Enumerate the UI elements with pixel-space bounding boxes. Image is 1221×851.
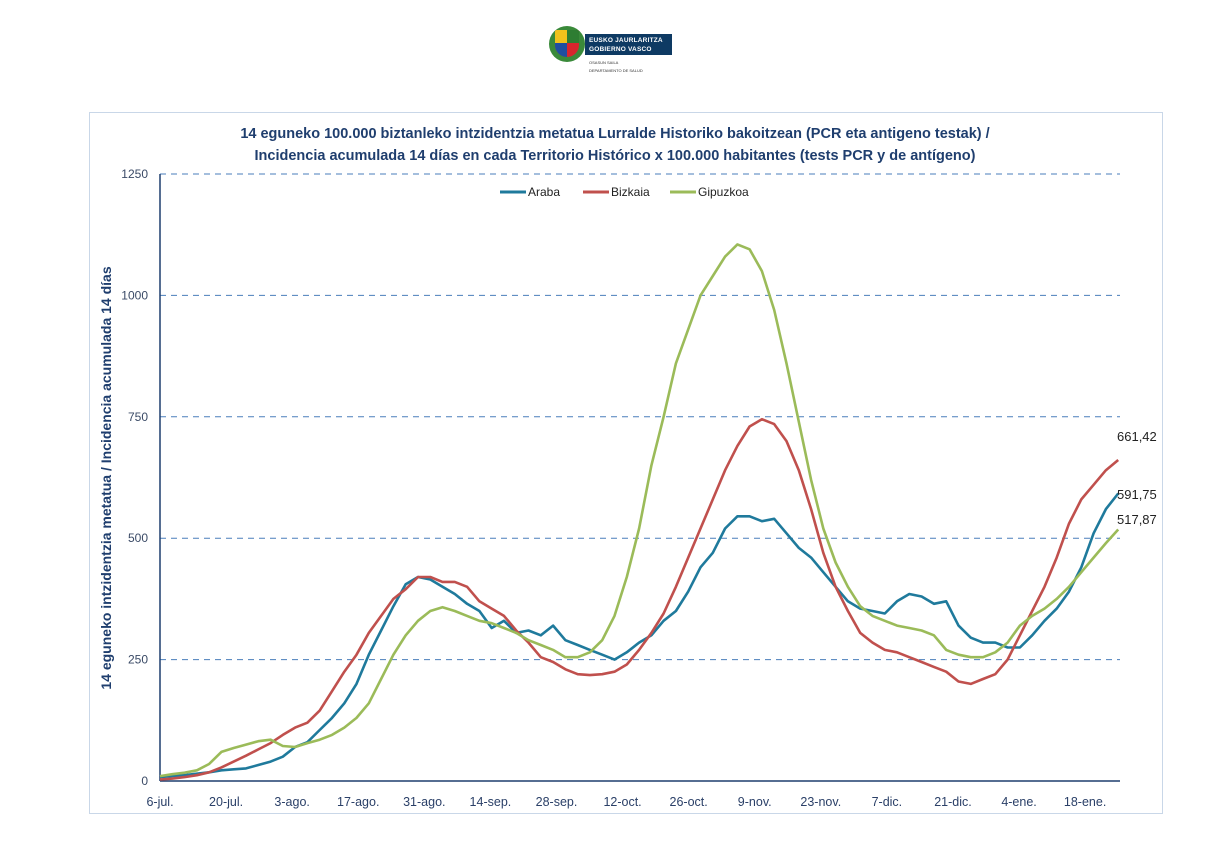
legend-label-araba: Araba xyxy=(528,185,560,199)
chart-title-spanish: Incidencia acumulada 14 días en cada Ter… xyxy=(254,148,976,164)
legend-label-bizkaia: Bizkaia xyxy=(611,185,650,199)
end-labels: 591,75 661,42 517,87 xyxy=(1117,429,1157,527)
logo-dept-spanish: DEPARTAMENTO DE SALUD xyxy=(589,68,643,73)
y-tick-label: 500 xyxy=(128,531,148,545)
x-tick-labels: 6-jul. 20-jul. 3-ago. 17-ago. 31-ago. 14-sep.… xyxy=(146,795,1106,809)
x-tick-label: 23-nov. xyxy=(800,795,841,809)
logo-line1: EUSKO JAURLARITZA xyxy=(589,37,663,44)
x-tick-label: 17-ago. xyxy=(337,795,379,809)
chart-title-basque: 14 eguneko 100.000 biztanleko intzidentz… xyxy=(240,126,990,142)
x-tick-label: 6-jul. xyxy=(146,795,173,809)
x-tick-label: 31-ago. xyxy=(403,795,445,809)
gridlines xyxy=(160,173,1120,661)
x-tick-label: 7-dic. xyxy=(872,795,903,809)
series-line-araba xyxy=(159,492,1120,779)
y-axis-title: 14 eguneko intzidentzia metatua / Incide… xyxy=(98,266,114,689)
x-tick-label: 4-ene. xyxy=(1001,795,1036,809)
gobierno-vasco-logo: EUSKO JAURLARITZA GOBIERNO VASCO OSASUN … xyxy=(549,26,679,96)
x-tick-label: 28-sep. xyxy=(536,795,578,809)
logo-dept-basque: OSASUN SAILA xyxy=(589,60,619,65)
legend-label-gipuzkoa: Gipuzkoa xyxy=(698,185,749,199)
x-tick-label: 18-ene. xyxy=(1064,795,1106,809)
chart-frame xyxy=(89,112,1163,814)
end-label-araba: 591,75 xyxy=(1117,487,1157,502)
chart-title: 14 eguneko 100.000 biztanleko intzidentz… xyxy=(150,123,1080,167)
x-tick-label: 20-jul. xyxy=(209,795,243,809)
x-tick-label: 9-nov. xyxy=(738,795,772,809)
y-tick-label: 750 xyxy=(128,410,148,424)
x-tick-label: 12-oct. xyxy=(603,795,641,809)
x-tick-label: 14-sep. xyxy=(470,795,512,809)
series-lines xyxy=(159,243,1120,781)
logo-banner: EUSKO JAURLARITZA GOBIERNO VASCO xyxy=(585,34,672,55)
x-tick-label: 26-oct. xyxy=(670,795,708,809)
coat-of-arms-icon xyxy=(549,26,585,62)
x-tick-label: 21-dic. xyxy=(934,795,972,809)
x-tick-label: 3-ago. xyxy=(274,795,309,809)
legend: Araba Bizkaia Gipuzkoa xyxy=(500,185,749,199)
y-tick-label: 1000 xyxy=(121,288,148,302)
series-line-bizkaia xyxy=(159,417,1120,781)
y-tick-label: 250 xyxy=(128,653,148,667)
end-label-bizkaia: 661,42 xyxy=(1117,429,1157,444)
end-label-gipuzkoa: 517,87 xyxy=(1117,512,1157,527)
y-tick-label: 1250 xyxy=(121,167,148,181)
series-line-gipuzkoa xyxy=(159,243,1120,778)
logo-line2: GOBIERNO VASCO xyxy=(589,46,652,53)
y-tick-labels: 0 250 500 750 1000 1250 xyxy=(121,167,148,788)
y-tick-label: 0 xyxy=(141,774,148,788)
